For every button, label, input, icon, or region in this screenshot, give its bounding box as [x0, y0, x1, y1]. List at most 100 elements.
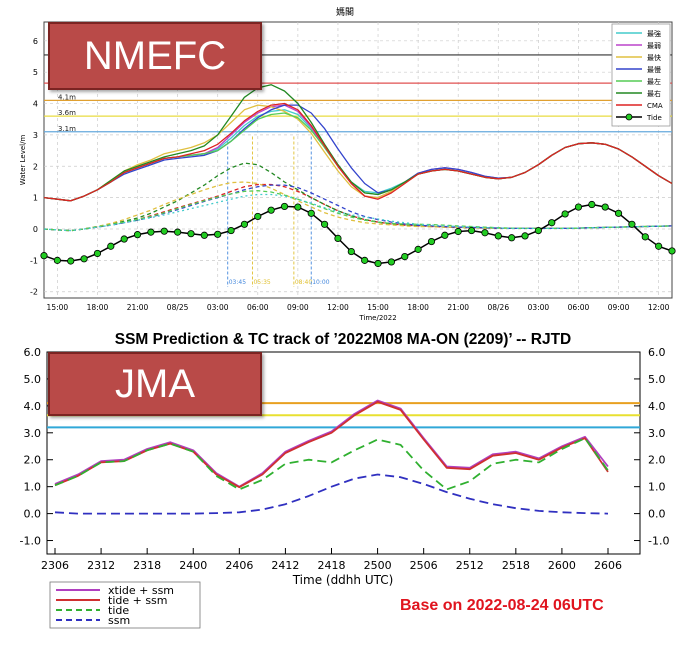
legend-label: 最快 [647, 53, 661, 62]
tide-point [628, 220, 636, 228]
nmefc-chart: 媽閣 -2 -1 0 1 2 3 4 5 6 15:00 18:00 21:00 08/25 03:00 06… [19, 6, 676, 322]
warning-level-label: 4.1m [58, 93, 76, 101]
x-tick-label: 09:00 [608, 303, 630, 312]
tide-point [53, 256, 61, 264]
y-tick-label-right: 6.0 [648, 346, 666, 359]
tide-point [655, 242, 663, 250]
y-tick-label: 6 [33, 37, 38, 46]
x-tick-label: 21:00 [127, 303, 149, 312]
warning-level-label: 3.1m [58, 125, 76, 133]
tide-point [441, 231, 449, 239]
y-axis-label: Water Level/m [19, 135, 27, 186]
peak-time-label: 03:45 [229, 279, 246, 286]
warning-level-label: 3.6m [58, 109, 76, 117]
tide-point [467, 226, 476, 235]
y-tick-label: 6.0 [24, 346, 42, 359]
x-tick-label: 2406 [225, 559, 253, 572]
tide-point [334, 234, 342, 243]
tide-point [280, 202, 289, 211]
y-tick-label: -2 [30, 288, 38, 297]
tide-point [361, 256, 369, 264]
tide-point [267, 206, 275, 214]
tide-point [227, 226, 235, 235]
chart-title: SSM Prediction & TC track of ’2022M08 MA… [115, 331, 572, 348]
series-line [43, 193, 673, 232]
tide-point [80, 255, 88, 263]
legend-label: CMA [647, 102, 663, 110]
series-line [43, 102, 673, 202]
x-tick-label: 12:00 [327, 303, 349, 312]
tide-point [574, 203, 583, 211]
y-tick-label: 0.0 [24, 508, 42, 521]
tide-point [427, 237, 436, 246]
tide-point [521, 232, 529, 240]
legend-box [611, 23, 671, 127]
y-tick-label-right: 2.0 [648, 454, 666, 467]
x-tick-label: 08/26 [487, 303, 509, 312]
tide-point [133, 231, 142, 239]
tide-point [187, 230, 195, 238]
y-tick-label: 1 [33, 194, 38, 203]
x-tick-label: 09:00 [287, 303, 309, 312]
x-tick-label: 2518 [502, 559, 530, 572]
nmefc-badge: NMEFC [48, 22, 262, 90]
legend-label: 最弱 [647, 42, 661, 50]
tide-point [160, 227, 168, 235]
peak-time-label: 10:00 [312, 279, 329, 286]
tide-point [454, 227, 462, 236]
x-tick-label: 15:00 [47, 303, 69, 312]
x-tick-label: 2418 [318, 559, 346, 572]
tide-point [494, 232, 502, 240]
tide-point [307, 209, 315, 217]
tide-point [588, 200, 596, 209]
x-tick-label: 18:00 [407, 303, 429, 312]
peak-time-label: 08:40 [295, 279, 312, 286]
x-tick-label: 08/25 [167, 303, 189, 312]
y-tick-label: -1.0 [20, 535, 41, 548]
legend-label: Tide [646, 114, 662, 122]
tide-point [561, 210, 569, 218]
tide-point [374, 259, 382, 268]
tide-point [548, 219, 556, 227]
tide-point [387, 258, 396, 266]
x-tick-label: 06:00 [568, 303, 590, 312]
tide-point [320, 220, 329, 228]
tide-point [147, 228, 155, 236]
tide-point [174, 228, 182, 236]
tide-point [534, 226, 542, 235]
tide-point [508, 234, 516, 242]
y-tick-label: 5.0 [24, 373, 42, 386]
jma-chart: SSM Prediction & TC track of ’2022M08 MA… [20, 331, 669, 629]
x-tick-label: 12:00 [648, 303, 670, 312]
legend-marker [625, 113, 633, 121]
tide-point [401, 253, 409, 261]
tide-point [200, 231, 208, 239]
tide-point [347, 247, 355, 256]
tide-point [601, 203, 609, 211]
y-tick-label: 4.0 [24, 400, 42, 413]
y-tick-label: 1.0 [24, 481, 42, 494]
x-tick-label: 2506 [410, 559, 438, 572]
x-tick-label: 03:00 [207, 303, 229, 312]
legend-label: 最慢 [647, 65, 661, 74]
tide-point [214, 230, 222, 238]
legend-label: 最右 [647, 89, 661, 98]
x-tick-label: 21:00 [447, 303, 469, 312]
x-tick-label: 2500 [364, 559, 392, 572]
chart-title: 媽閣 [336, 6, 354, 18]
x-tick-label: 2600 [548, 559, 576, 572]
y-tick-label: 3.0 [24, 427, 42, 440]
tide-point [614, 209, 623, 217]
y-tick-label: 3 [33, 131, 38, 140]
series-line [43, 162, 673, 232]
series-line [54, 399, 609, 488]
y-tick-label-right: 5.0 [648, 373, 666, 386]
tide-point [414, 245, 422, 253]
legend-label: tide + ssm [108, 594, 168, 607]
x-tick-label: 2306 [41, 559, 69, 572]
x-axis-label: Time/2022 [358, 314, 396, 322]
y-tick-label-right: 1.0 [648, 481, 666, 494]
y-tick-label: 2.0 [24, 454, 42, 467]
y-tick-label-right: 4.0 [648, 400, 666, 413]
x-tick-label: 2512 [456, 559, 484, 572]
